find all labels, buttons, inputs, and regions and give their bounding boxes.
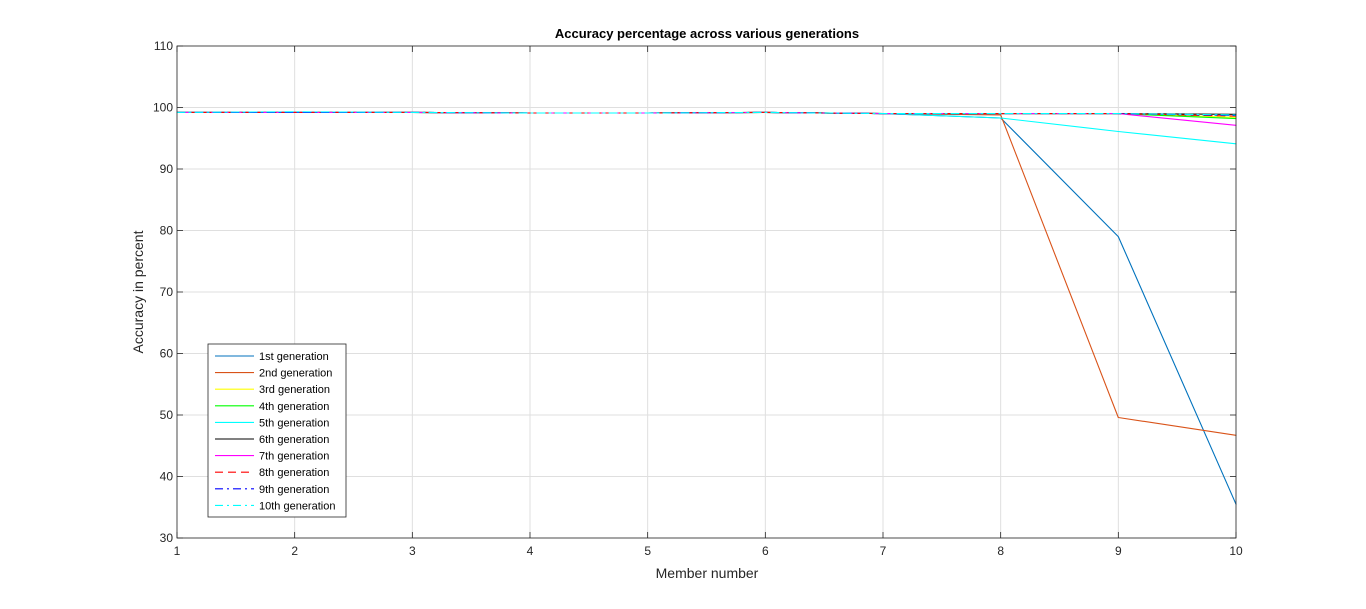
y-tick-label: 60: [160, 347, 174, 361]
y-tick-label: 30: [160, 531, 174, 545]
legend-label: 2nd generation: [259, 368, 332, 380]
legend-label: 5th generation: [259, 417, 329, 429]
legend-item: 4th generation: [215, 401, 329, 413]
legend-items: 1st generation 2nd generation 3rd generati…: [215, 351, 335, 512]
chart-title: Accuracy percentage across various gener…: [555, 26, 859, 41]
x-tick-label: 2: [291, 544, 298, 558]
legend-label: 8th generation: [259, 467, 329, 479]
y-tick-label: 110: [154, 39, 173, 53]
x-tick-label: 4: [527, 544, 534, 558]
x-tick-label: 3: [409, 544, 416, 558]
legend-item: 6th generation: [215, 434, 329, 446]
y-tick-label: 90: [160, 162, 174, 176]
x-tick-label: 10: [1229, 544, 1243, 558]
x-tick-label: 8: [997, 544, 1004, 558]
y-tick-label: 80: [160, 224, 174, 238]
legend-label: 9th generation: [259, 484, 329, 496]
legend-label: 7th generation: [259, 451, 329, 463]
legend-item: 5th generation: [215, 417, 329, 429]
y-tick-label: 100: [153, 101, 173, 115]
legend-label: 4th generation: [259, 401, 329, 413]
x-tick-label: 9: [1115, 544, 1122, 558]
x-tick-label: 5: [644, 544, 651, 558]
axis-ticks: [176, 45, 1237, 539]
x-tick-label: 1: [174, 544, 181, 558]
legend-item: 3rd generation: [215, 384, 330, 396]
legend-item: 7th generation: [215, 451, 329, 463]
legend-item: 2nd generation: [215, 368, 332, 380]
x-axis-label: Member number: [656, 565, 759, 581]
series-line-10: [176, 111, 1237, 116]
legend-item: 8th generation: [215, 467, 329, 479]
legend-label: 10th generation: [259, 500, 335, 512]
plot-area: [176, 45, 1237, 539]
y-tick-label: 50: [160, 408, 174, 422]
legend-label: 3rd generation: [259, 384, 330, 396]
legend-item: 10th generation: [215, 500, 335, 512]
legend-item: 1st generation: [215, 351, 329, 363]
series-lines: [176, 111, 1237, 505]
legend-label: 6th generation: [259, 434, 329, 446]
legend-item: 9th generation: [215, 484, 329, 496]
y-tick-label: 70: [160, 285, 174, 299]
y-axis-tick-labels: 30 40 50 60 70 80 90 100 110: [153, 39, 173, 545]
x-tick-label: 6: [762, 544, 769, 558]
legend-label: 1st generation: [259, 351, 329, 363]
y-axis-label: Accuracy in percent: [130, 230, 146, 353]
x-tick-label: 7: [880, 544, 887, 558]
x-axis-tick-labels: 1 2 3 4 5 6 7 8 9 10: [174, 544, 1243, 558]
legend: 1st generation 2nd generation 3rd generati…: [207, 343, 347, 518]
y-tick-label: 40: [160, 470, 174, 484]
